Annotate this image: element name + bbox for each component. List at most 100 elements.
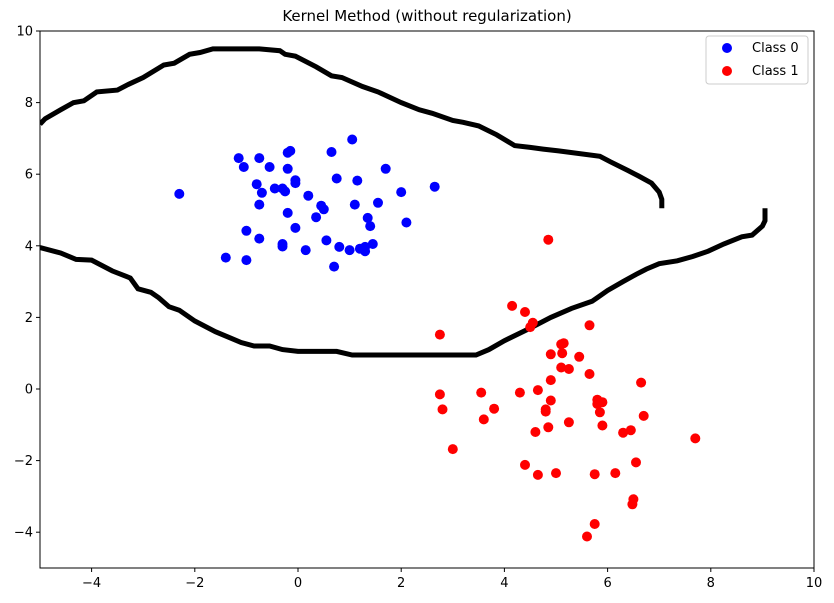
x-tick-label: −4 bbox=[82, 576, 101, 591]
y-axis: −4 −2 0 2 4 6 8 10 bbox=[14, 25, 40, 541]
point-class-1-26 bbox=[545, 395, 556, 406]
point-class-1-5 bbox=[525, 322, 536, 333]
point-class-0-17 bbox=[352, 175, 363, 186]
x-tick-label: 8 bbox=[707, 576, 715, 591]
point-class-0-13 bbox=[280, 186, 291, 197]
y-tick-label: 2 bbox=[25, 311, 33, 326]
point-class-0-35 bbox=[254, 233, 265, 244]
point-class-1-45 bbox=[631, 457, 641, 468]
point-class-1-37 bbox=[625, 425, 636, 436]
point-class-1-35 bbox=[530, 427, 541, 437]
x-tick-label: 2 bbox=[397, 576, 405, 591]
point-class-1-16 bbox=[636, 377, 647, 388]
point-class-0-21 bbox=[282, 163, 293, 174]
y-tick-label: 8 bbox=[25, 96, 33, 111]
point-class-0-31 bbox=[365, 221, 376, 232]
point-class-1-48 bbox=[589, 519, 600, 529]
point-class-0-43 bbox=[367, 239, 378, 249]
point-class-0-1 bbox=[233, 153, 244, 164]
y-tick-label: −2 bbox=[14, 454, 33, 469]
point-class-1-9 bbox=[545, 349, 556, 360]
point-class-1-18 bbox=[476, 387, 487, 398]
point-class-1-43 bbox=[589, 469, 600, 480]
point-class-1-31 bbox=[638, 410, 649, 421]
point-class-0-34 bbox=[241, 225, 252, 236]
point-class-0-48 bbox=[329, 261, 340, 272]
point-class-1-13 bbox=[563, 364, 574, 374]
point-class-1-30 bbox=[594, 407, 605, 418]
point-class-0-3 bbox=[254, 153, 265, 164]
x-tick-label: −2 bbox=[185, 576, 204, 591]
point-class-0-0 bbox=[174, 188, 185, 199]
y-tick-label: 4 bbox=[25, 239, 33, 254]
point-class-1-36 bbox=[618, 427, 629, 438]
point-class-1-19 bbox=[514, 387, 525, 398]
point-class-0-19 bbox=[396, 187, 407, 198]
plot-frame bbox=[39, 30, 815, 569]
x-tick-label: 4 bbox=[500, 576, 508, 591]
legend-marker-class-0 bbox=[722, 43, 732, 53]
point-class-0-6 bbox=[285, 145, 296, 156]
point-class-0-46 bbox=[220, 252, 231, 263]
point-class-1-20 bbox=[532, 385, 543, 396]
legend-marker-class-1 bbox=[722, 66, 732, 76]
legend-label-class-1: Class 1 bbox=[752, 64, 799, 79]
point-class-1-12 bbox=[556, 362, 567, 373]
x-axis: −4 −2 0 2 4 6 8 10 bbox=[82, 568, 822, 591]
point-class-0-7 bbox=[326, 147, 337, 157]
point-class-1-22 bbox=[489, 403, 500, 414]
point-class-0-37 bbox=[277, 241, 288, 252]
point-class-1-11 bbox=[574, 351, 585, 362]
point-class-0-44 bbox=[300, 245, 311, 256]
point-class-0-18 bbox=[380, 163, 391, 174]
point-class-1-6 bbox=[584, 320, 595, 331]
y-tick-label: 10 bbox=[16, 25, 33, 40]
x-tick-label: 10 bbox=[806, 576, 823, 591]
point-class-0-24 bbox=[303, 190, 314, 201]
point-class-1-40 bbox=[520, 459, 530, 470]
point-class-0-23 bbox=[282, 207, 293, 218]
plot-area bbox=[40, 46, 768, 542]
point-class-0-15 bbox=[290, 178, 301, 189]
point-class-0-27 bbox=[349, 199, 360, 210]
point-class-1-42 bbox=[532, 469, 543, 480]
point-class-1-2 bbox=[507, 300, 518, 311]
point-class-1-47 bbox=[627, 499, 638, 510]
point-class-1-1 bbox=[434, 329, 445, 340]
y-tick-label: 0 bbox=[25, 383, 33, 398]
point-class-1-25 bbox=[540, 406, 551, 417]
y-tick-label: −4 bbox=[14, 526, 33, 541]
point-class-1-0 bbox=[543, 234, 554, 245]
point-class-0-33 bbox=[290, 222, 301, 233]
point-class-0-8 bbox=[347, 134, 358, 145]
point-class-0-28 bbox=[373, 197, 383, 208]
point-class-0-11 bbox=[269, 183, 280, 194]
point-class-0-22 bbox=[254, 199, 265, 210]
point-class-1-44 bbox=[610, 468, 621, 479]
point-class-1-10 bbox=[557, 348, 568, 359]
boundary-upper-line bbox=[40, 46, 665, 209]
point-class-0-26 bbox=[318, 204, 329, 215]
point-class-0-9 bbox=[251, 179, 262, 190]
point-class-0-39 bbox=[334, 241, 345, 252]
point-class-0-47 bbox=[241, 255, 252, 266]
point-class-0-4 bbox=[264, 162, 275, 172]
x-tick-label: 0 bbox=[294, 576, 302, 591]
point-class-1-8 bbox=[556, 339, 567, 350]
point-class-0-38 bbox=[321, 235, 332, 246]
point-class-1-17 bbox=[434, 389, 445, 400]
legend-label-class-0: Class 0 bbox=[752, 41, 799, 56]
point-class-1-21 bbox=[437, 404, 448, 415]
point-class-0-29 bbox=[311, 212, 322, 223]
point-class-1-14 bbox=[584, 369, 595, 379]
point-class-1-23 bbox=[478, 414, 489, 425]
point-class-0-2 bbox=[238, 162, 249, 172]
point-class-0-30 bbox=[362, 212, 373, 223]
point-class-1-38 bbox=[690, 433, 701, 444]
point-class-1-49 bbox=[582, 531, 592, 542]
point-class-0-45 bbox=[360, 246, 371, 257]
point-class-1-39 bbox=[447, 444, 458, 455]
point-class-1-29 bbox=[592, 399, 603, 409]
